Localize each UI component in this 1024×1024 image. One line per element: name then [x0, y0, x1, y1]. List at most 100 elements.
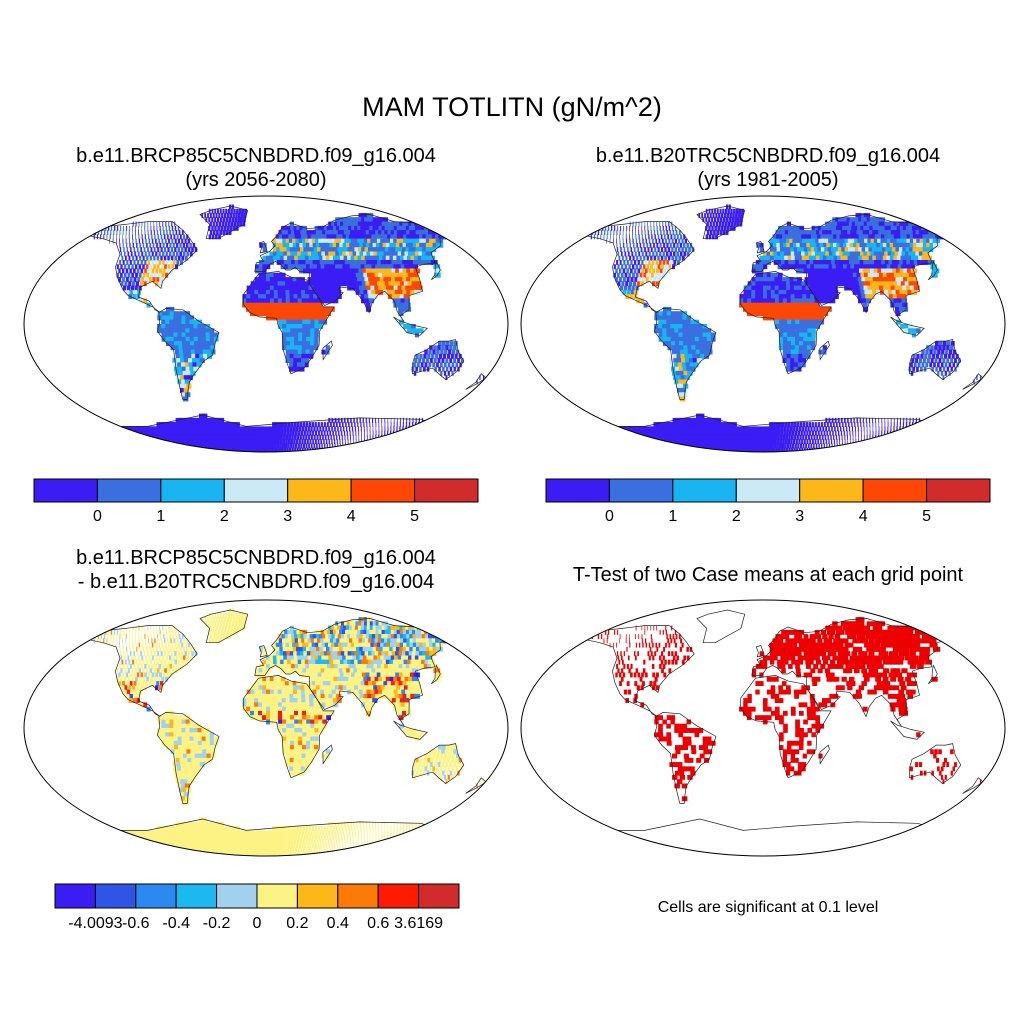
map-cell: [633, 247, 636, 253]
map-cell: [205, 332, 211, 338]
map-cell: [830, 272, 836, 278]
map-cell: [851, 426, 853, 432]
map-cell: [789, 430, 792, 436]
map-cell: [863, 285, 869, 291]
map-cell: [822, 426, 825, 432]
map-cell: [332, 422, 335, 427]
map-cell: [860, 426, 862, 432]
map-cell: [781, 443, 785, 449]
map-cell: [258, 302, 263, 308]
map-cell: [670, 332, 676, 338]
map-cell: [415, 281, 422, 287]
map-cell: [420, 434, 423, 440]
map-cell: [851, 255, 857, 261]
map-cell: [295, 264, 300, 270]
map-cell: [169, 315, 174, 321]
map-cell: [680, 388, 687, 393]
map-cell: [918, 439, 921, 445]
map-cell: [737, 217, 740, 223]
map-cell: [148, 277, 152, 282]
map-cell: [166, 268, 170, 274]
map-cell: [120, 281, 124, 287]
map-cell: [616, 234, 617, 240]
map-cell: [906, 285, 912, 291]
map-cell: [384, 443, 387, 449]
map-cell: [852, 242, 859, 248]
map-cell: [409, 417, 411, 423]
map-cell: [663, 230, 665, 235]
map-cell: [686, 332, 692, 338]
map-cell: [155, 281, 159, 287]
map-cell: [122, 268, 125, 274]
map-cell: [304, 281, 310, 287]
map-cell: [763, 430, 767, 436]
map-cell: [819, 255, 825, 261]
map-cell: [693, 422, 699, 427]
map-cell: [435, 353, 439, 359]
map-cell: [680, 234, 683, 240]
map-cell: [899, 277, 906, 282]
map-cell: [654, 272, 658, 278]
map-cell: [436, 362, 439, 368]
map-cell: [301, 294, 307, 299]
map-cell: [880, 439, 882, 445]
map-cell: [120, 251, 123, 257]
map-cell: [794, 298, 800, 304]
map-cell: [302, 315, 307, 321]
map-cell: [801, 285, 807, 291]
map-cell: [387, 443, 390, 449]
map-cell: [311, 251, 316, 257]
map-cell: [384, 281, 391, 287]
map-cell: [220, 422, 226, 427]
map-cell: [436, 422, 439, 427]
map-cell: [212, 434, 218, 440]
map-cell: [206, 349, 212, 355]
map-cell: [794, 443, 797, 449]
map-cell: [852, 272, 859, 278]
map-cell: [710, 443, 715, 449]
map-cell: [774, 272, 779, 278]
map-cell: [229, 434, 234, 440]
map-cell: [722, 430, 728, 436]
map-cell: [816, 426, 819, 432]
map-cell: [341, 217, 347, 223]
map-cell: [297, 255, 303, 261]
map-cell: [207, 213, 209, 218]
map-cell: [852, 434, 854, 440]
map-cell: [173, 311, 179, 317]
map-cell: [839, 251, 845, 257]
map-cell: [161, 324, 166, 329]
map-cell: [611, 225, 613, 231]
map-cell: [290, 311, 295, 317]
map-cell: [296, 447, 299, 452]
map-cell: [884, 260, 891, 265]
map-cell: [209, 221, 212, 227]
map-cell: [354, 225, 361, 231]
map-cell: [389, 264, 396, 270]
map-cell: [641, 234, 643, 240]
map-cell: [606, 434, 614, 440]
map-cell: [619, 277, 622, 282]
map-cell: [673, 375, 679, 381]
map-cell: [136, 443, 144, 449]
map-cell: [417, 434, 420, 440]
map-cell: [798, 349, 803, 355]
map-cell: [802, 358, 807, 363]
map-cell: [785, 234, 790, 240]
map-cell: [765, 439, 769, 445]
map-cell: [243, 213, 247, 218]
map-cell: [632, 281, 636, 287]
map-cell: [877, 234, 885, 240]
map-cell: [342, 439, 344, 445]
map-cell: [778, 289, 784, 295]
map-cell: [857, 264, 864, 270]
map-cell: [144, 234, 146, 240]
map-cell: [751, 281, 756, 287]
map-cell: [329, 255, 335, 261]
map-cell: [843, 242, 849, 248]
map-cell: [774, 289, 780, 295]
map-cell: [331, 251, 338, 257]
map-cell: [662, 336, 668, 342]
map-cell: [897, 264, 904, 270]
map-cell: [686, 336, 692, 342]
